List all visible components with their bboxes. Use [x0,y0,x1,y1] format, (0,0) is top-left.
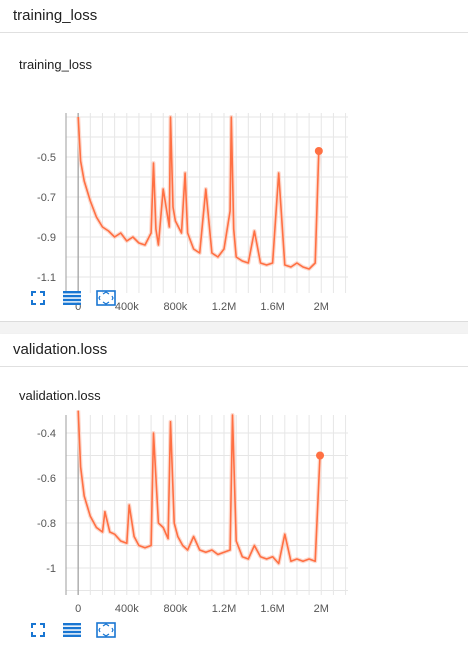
line-chart[interactable]: -0.5 -0.7 -0.9 -1.1 0 400k 800k 1.2M 1.6M 2M [0,33,468,321]
y-tick-label: -0.4 [37,428,56,440]
fit-domain-button[interactable] [95,621,117,639]
x-tick-label: 800k [163,301,187,313]
x-tick-label: 2M [314,301,329,313]
section-header[interactable]: validation.loss [0,334,468,367]
x-tick-label: 1.6M [260,603,284,615]
chart-toolbar [27,621,117,639]
last-point-marker [314,147,323,155]
x-tick-label: 0 [75,301,81,313]
x-tick-label: 400k [115,301,139,313]
y-tick-label: -1.1 [37,272,56,284]
chart-card: training_loss -0.5 -0.7 -0.9 -1.1 0 400k 800k 1… [0,33,468,321]
section-validation-loss: validation.loss validation.loss -0.4 -0.6… [0,334,468,665]
fit-domain-button[interactable] [95,289,117,307]
data-table-button[interactable] [61,289,83,307]
chart-card: validation.loss -0.4 -0.6 -0.8 -1 0 400k 800k 1… [0,367,468,665]
fit-domain-icon [96,622,116,638]
series-line [77,116,320,270]
data-table-icon [63,291,81,305]
y-tick-label: -0.9 [37,232,56,244]
last-point-marker [316,451,325,460]
y-tick-label: -0.5 [37,152,56,164]
y-tick-label: -0.7 [37,192,56,204]
expand-icon [31,291,45,305]
expand-button[interactable] [27,621,49,639]
section-title: training_loss [13,7,98,24]
data-table-icon [63,623,81,637]
section-header[interactable]: training_loss [0,0,468,33]
line-chart[interactable]: -0.4 -0.6 -0.8 -1 0 400k 800k 1.2M 1.6M 2M [0,367,468,665]
section-divider [0,321,468,334]
y-tick-label: -0.6 [37,473,56,485]
chart-toolbar [27,289,117,307]
x-tick-label: 2M [314,603,329,615]
fit-domain-icon [96,290,116,306]
x-tick-label: 1.6M [260,301,284,313]
section-title: validation.loss [13,341,108,358]
x-tick-label: 1.2M [212,301,236,313]
x-tick-label: 1.2M [212,603,236,615]
data-table-button[interactable] [61,621,83,639]
section-training-loss: training_loss training_loss -0.5 -0.7 -0.9… [0,0,468,321]
chart-title: validation.loss [19,388,101,403]
chart-title: training_loss [19,57,92,72]
expand-icon [31,623,45,637]
y-tick-label: -0.8 [37,518,56,530]
x-tick-label: 800k [163,603,187,615]
expand-button[interactable] [27,289,49,307]
series-line [77,410,321,565]
y-tick-label: -1 [46,563,56,575]
x-tick-label: 0 [75,603,81,615]
x-tick-label: 400k [115,603,139,615]
